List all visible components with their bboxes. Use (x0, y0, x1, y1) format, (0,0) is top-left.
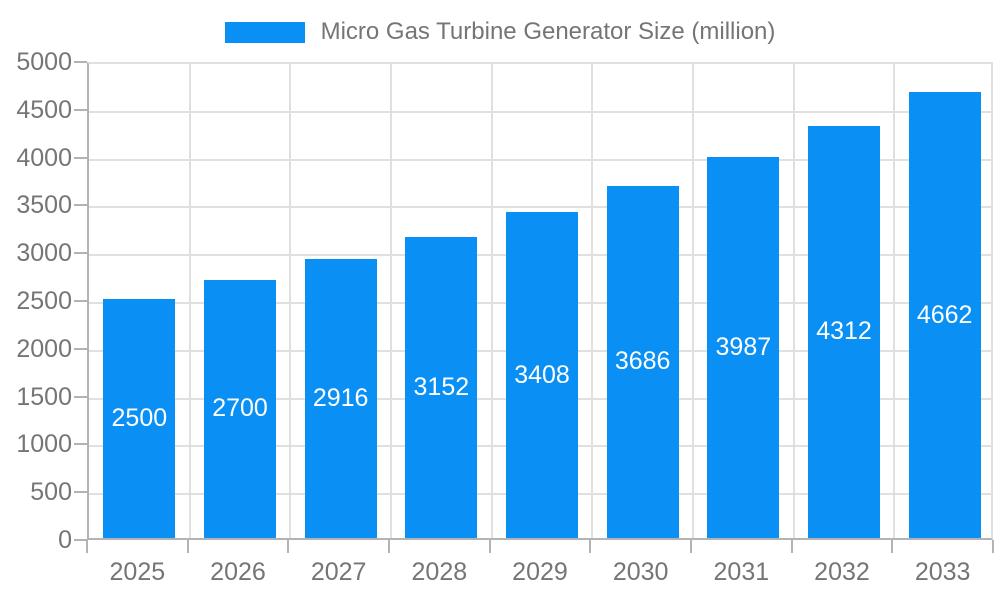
x-axis-tick-label: 2026 (210, 558, 266, 586)
y-axis-tick-label: 2500 (16, 287, 72, 315)
y-axis-tick-label: 1000 (16, 430, 72, 459)
bar-value-label: 3152 (413, 372, 470, 401)
y-axis-tick (74, 156, 87, 159)
bar-value-label: 2500 (111, 404, 168, 432)
bar-value-label: 4312 (816, 317, 872, 346)
bar-value-label: 2916 (312, 384, 369, 413)
y-axis-tick (74, 61, 87, 63)
y-axis-tick-label: 2000 (16, 334, 72, 363)
legend-swatch (224, 21, 305, 43)
y-axis-tick-label: 3500 (16, 191, 72, 220)
x-axis-tick-label: 2025 (109, 558, 166, 586)
y-axis-tick (74, 300, 87, 302)
legend-item[interactable]: Micro Gas Turbine Generator Size (millio… (0, 14, 1000, 50)
x-axis-tick (488, 540, 491, 553)
gridline-vertical (490, 64, 493, 538)
gridline-horizontal (89, 206, 991, 209)
y-axis-tick (74, 252, 87, 255)
y-axis-tick-label: 500 (30, 478, 72, 507)
y-axis-tick (74, 347, 87, 350)
x-axis-tick (589, 540, 592, 553)
bar-value-label: 4662 (916, 300, 973, 329)
x-axis-tick (287, 540, 290, 553)
gridline-vertical (188, 64, 191, 538)
x-axis-tick (690, 540, 692, 553)
y-axis-tick-label: 0 (58, 526, 72, 554)
x-axis-tick (992, 540, 994, 553)
y-axis-tick (74, 108, 87, 111)
y-axis-tick-label: 4000 (16, 143, 72, 172)
x-axis-tick-label: 2030 (612, 558, 669, 586)
x-axis-tick-label: 2029 (512, 558, 568, 586)
y-axis-tick (74, 204, 87, 207)
bar[interactable]: 2700 (204, 279, 276, 538)
gridline-horizontal (89, 158, 991, 161)
y-axis-tick-label: 3000 (16, 239, 72, 268)
gridline-vertical (591, 64, 594, 538)
x-axis-tick (186, 540, 189, 553)
bar-value-label: 3408 (514, 360, 570, 389)
bar[interactable]: 3686 (606, 185, 679, 538)
bar[interactable]: 4662 (908, 92, 981, 538)
y-axis-tick (74, 491, 87, 494)
bar[interactable]: 2916 (304, 259, 377, 538)
bar[interactable]: 3987 (707, 156, 780, 538)
x-axis-tick (790, 540, 793, 553)
bar[interactable]: 3408 (506, 212, 578, 538)
y-axis-tick-label: 5000 (16, 48, 72, 76)
gridline-vertical (893, 64, 896, 538)
bar-value-label: 3987 (715, 332, 772, 361)
x-axis-tick (86, 540, 88, 553)
y-axis-tick (74, 443, 87, 446)
x-axis-tick-label: 2028 (411, 558, 468, 586)
bar[interactable]: 4312 (808, 125, 880, 538)
bar[interactable]: 2500 (103, 299, 176, 538)
y-axis-tick (74, 539, 87, 541)
y-axis-tick-label: 4500 (16, 95, 72, 124)
gridline-vertical (792, 64, 795, 538)
bar-value-label: 3686 (614, 347, 671, 376)
gridline-vertical (692, 64, 694, 538)
y-axis-tick (74, 395, 87, 398)
gridline-horizontal (89, 110, 991, 113)
x-axis-tick-label: 2032 (814, 558, 870, 586)
x-axis-tick (388, 540, 390, 553)
y-axis-tick-label: 1500 (16, 382, 72, 411)
bar[interactable]: 3152 (405, 236, 478, 538)
x-axis-tick-label: 2031 (713, 558, 770, 586)
gridline-vertical (289, 64, 292, 538)
x-axis-tick-label: 2027 (310, 558, 367, 586)
gridline-vertical (390, 64, 392, 538)
bar-value-label: 2700 (212, 394, 268, 423)
legend-label: Micro Gas Turbine Generator Size (millio… (320, 18, 776, 45)
plot-area: 2500 2700 2916 3152 3408 3686 3987 4312 4662 (87, 62, 993, 540)
x-axis-tick (891, 540, 894, 553)
x-axis-tick-label: 2033 (914, 558, 971, 586)
